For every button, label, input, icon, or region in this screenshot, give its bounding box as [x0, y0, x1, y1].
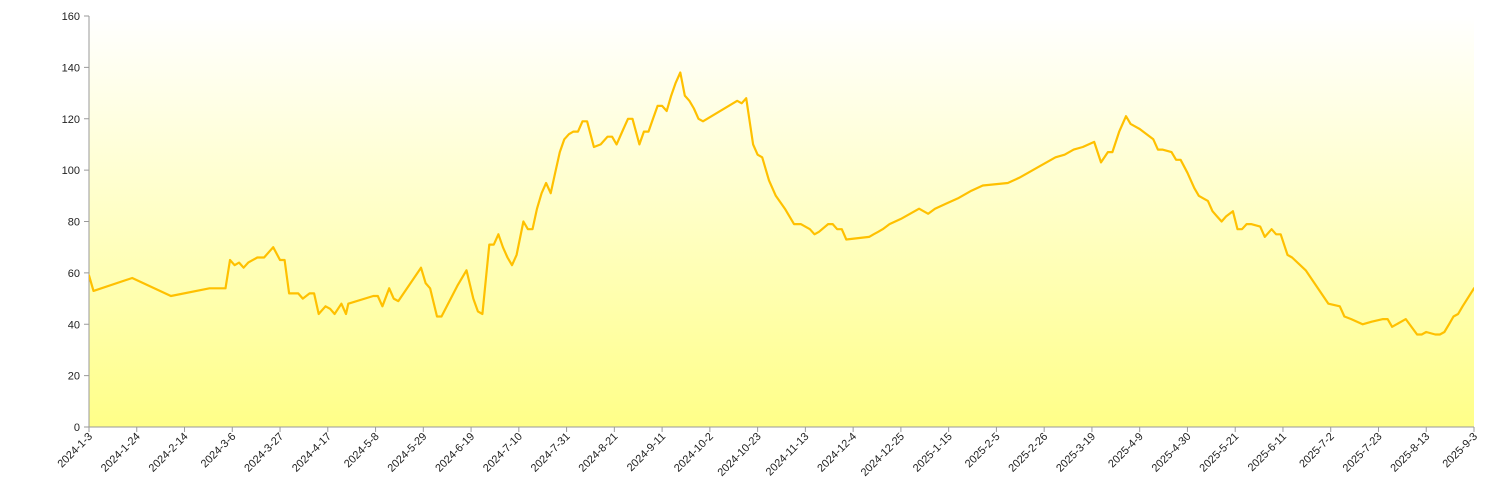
plot-area-background — [89, 16, 1474, 427]
x-tick-label: 2024-4-17 — [290, 431, 334, 475]
x-tick-label: 2025-3-19 — [1054, 431, 1098, 475]
y-tick-label: 120 — [62, 114, 80, 126]
x-tick-label: 2025-2-26 — [1006, 431, 1050, 475]
x-tick-label: 2024-7-31 — [529, 431, 573, 475]
x-tick-label: 2024-5-8 — [342, 431, 382, 471]
x-tick-label: 2024-10-23 — [715, 431, 763, 479]
x-tick-label: 2024-12-4 — [815, 431, 859, 475]
x-tick-label: 2024-6-19 — [433, 431, 477, 475]
x-tick-label: 2024-12-25 — [859, 431, 907, 479]
x-tick-label: 2024-5-29 — [385, 431, 429, 475]
x-tick-label: 2025-1-15 — [911, 431, 955, 475]
x-tick-label: 2024-10-2 — [672, 431, 716, 475]
series-line-0 — [89, 71, 1474, 336]
x-tick-label: 2024-1-24 — [99, 431, 143, 475]
x-tick-label: 2025-9-3 — [1440, 431, 1480, 471]
x-tick-label: 2024-2-14 — [147, 431, 191, 475]
x-tick-label: 2024-3-6 — [199, 431, 239, 471]
y-tick-label: 160 — [62, 11, 80, 23]
x-tick-label: 2025-8-13 — [1388, 431, 1432, 475]
y-tick-label: 140 — [62, 62, 80, 74]
x-tick-label: 2025-4-9 — [1106, 431, 1146, 471]
y-axis: 0 20 40 60 80 100 120 140 160 — [62, 11, 90, 434]
x-axis: 2024-1-3 2024-1-24 2024-2-14 2024-3-6 2024-3… — [55, 426, 1480, 479]
y-tick-label: 60 — [68, 268, 80, 280]
x-tick-label: 2024-1-3 — [55, 431, 95, 471]
x-tick-label: 2025-7-2 — [1297, 431, 1337, 471]
y-tick-label: 40 — [68, 319, 80, 331]
y-tick-label: 20 — [68, 371, 80, 383]
y-tick-label: 100 — [62, 165, 80, 177]
x-tick-label: 2025-6-11 — [1246, 431, 1289, 474]
x-tick-label: 2024-8-21 — [577, 431, 621, 475]
y-tick-label: 80 — [68, 217, 80, 229]
x-tick-label: 2024-3-27 — [242, 431, 286, 475]
series-layer — [89, 71, 1474, 336]
x-tick-label: 2025-7-23 — [1341, 431, 1385, 475]
x-tick-label: 2024-11-13 — [764, 431, 812, 479]
x-tick-label: 2025-5-21 — [1197, 431, 1241, 475]
x-tick-label: 2025-2-5 — [963, 431, 1003, 471]
x-tick-label: 2025-4-30 — [1150, 431, 1194, 475]
y-tick-label: 0 — [74, 422, 80, 434]
x-tick-label: 2024-9-11 — [625, 431, 668, 474]
x-tick-label: 2024-7-10 — [481, 431, 525, 475]
